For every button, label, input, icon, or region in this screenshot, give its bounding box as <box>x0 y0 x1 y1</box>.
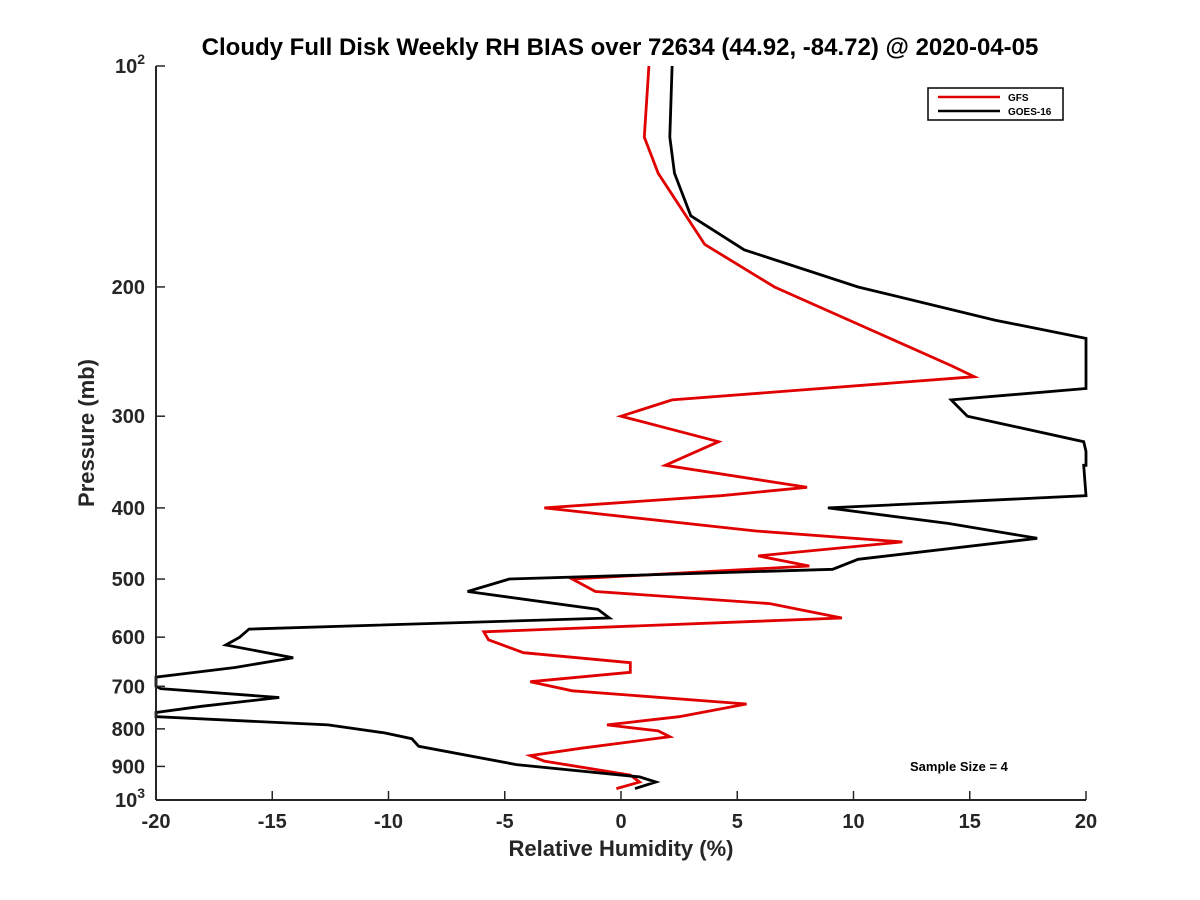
y-tick-label: 102 <box>115 51 145 78</box>
x-tick-label: 5 <box>732 811 743 833</box>
chart-title: Cloudy Full Disk Weekly RH BIAS over 726… <box>202 34 1039 61</box>
plot-background <box>156 66 1086 800</box>
sample-size-annotation: Sample Size = 4 <box>910 759 1009 774</box>
legend: GFS GOES-16 <box>927 87 1064 121</box>
y-tick-label: 500 <box>112 569 145 591</box>
series-line-gfs <box>481 65 980 790</box>
y-tick-label: 300 <box>112 406 145 428</box>
x-tick-label: -20 <box>142 811 171 833</box>
x-tick-label: -15 <box>258 811 287 833</box>
legend-label-goes16: GOES-16 <box>1008 107 1052 118</box>
legend-label-gfs: GFS <box>1008 93 1029 104</box>
legend-box <box>927 87 1064 121</box>
series-layer <box>154 65 1088 790</box>
x-tick-label: 10 <box>842 811 864 833</box>
y-tick-label: 900 <box>112 756 145 778</box>
y-axis-ticks: 102 200 300 400 500 600 700 800 900 103 <box>112 51 165 812</box>
y-tick-label: 800 <box>112 719 145 741</box>
x-tick-label: 15 <box>959 811 981 833</box>
x-tick-label: -10 <box>374 811 403 833</box>
y-axis-label: Pressure (mb) <box>74 359 99 507</box>
x-tick-label: -5 <box>496 811 514 833</box>
x-axis-label: Relative Humidity (%) <box>509 836 734 861</box>
x-tick-label: 20 <box>1075 811 1097 833</box>
x-tick-label: 0 <box>615 811 626 833</box>
y-tick-label: 600 <box>112 627 145 649</box>
y-tick-label: 103 <box>115 785 145 812</box>
y-tick-label: 700 <box>112 676 145 698</box>
y-tick-label: 200 <box>112 277 145 299</box>
x-axis-ticks: -20 -15 -10 -5 0 5 10 15 20 <box>142 791 1097 833</box>
series-line-goes-16 <box>154 65 1088 790</box>
plot-area: -20 -15 -10 -5 0 5 10 15 20 102 200 300 400 500 600 70… <box>112 51 1098 833</box>
y-tick-label: 400 <box>112 498 145 520</box>
